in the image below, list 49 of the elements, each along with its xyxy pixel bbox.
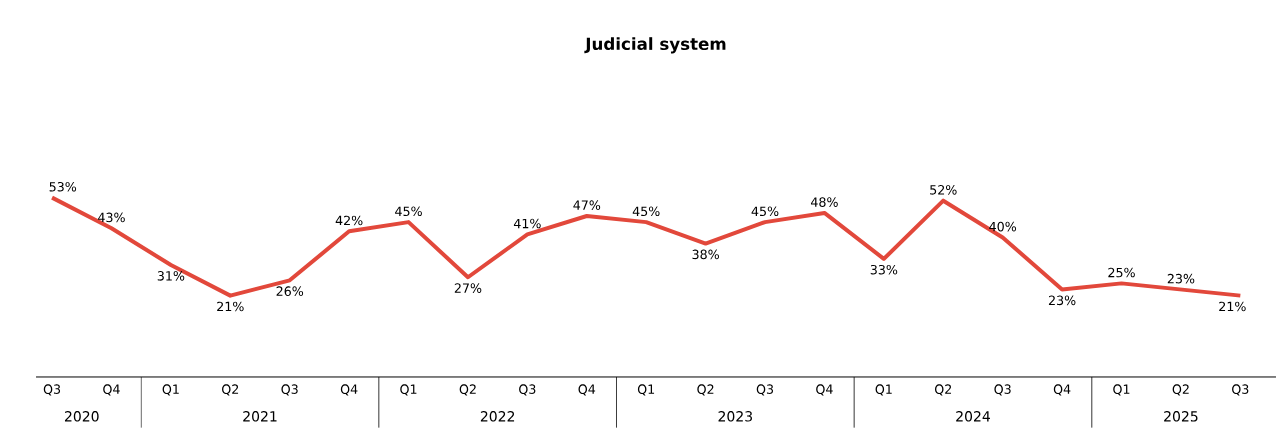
x-tick-label: Q4	[578, 384, 596, 396]
data-label: 41%	[513, 218, 541, 229]
x-tick-label: Q2	[222, 384, 239, 396]
text: 2020	[64, 411, 99, 422]
data-label: 23%	[1167, 273, 1195, 284]
x-tick-label: Q3	[43, 384, 61, 396]
data-label: 42%	[335, 215, 363, 226]
data-label: 40%	[989, 221, 1017, 232]
data-label: 43%	[98, 212, 125, 223]
data-label: 45%	[395, 206, 422, 217]
data-label: 23%	[1048, 295, 1076, 306]
x-tick-label: Q3	[994, 384, 1011, 396]
x-tick-label: Q2	[1172, 384, 1189, 396]
chart-title: Judicial system	[584, 37, 726, 54]
data-label: 21%	[1219, 301, 1246, 312]
data-label: 21%	[217, 301, 244, 312]
x-tick-label: Q4	[816, 384, 833, 396]
text: 2022	[480, 411, 515, 422]
data-label: 38%	[692, 249, 719, 260]
text: 2021	[243, 411, 277, 422]
x-tick-label: Q3	[519, 384, 536, 396]
x-tick-label: Q1	[1113, 384, 1130, 396]
x-tick-label: Q2	[459, 384, 476, 396]
text: 2025	[1164, 411, 1198, 422]
data-label: 47%	[573, 200, 601, 210]
data-label: 27%	[454, 283, 482, 293]
data-label: 33%	[870, 264, 898, 275]
data-label: 53%	[49, 181, 77, 192]
text: 2023	[718, 411, 752, 422]
x-tick-label: Q2	[697, 384, 714, 396]
data-label: 45%	[632, 206, 660, 217]
x-tick-label: Q3	[281, 384, 298, 396]
x-tick-label: Q2	[934, 384, 952, 396]
x-tick-label: Q1	[162, 384, 179, 396]
x-tick-label: Q3	[756, 384, 774, 396]
data-label: 48%	[811, 197, 838, 207]
x-tick-label: Q4	[340, 384, 358, 396]
data-label: 45%	[751, 206, 779, 217]
x-tick-label: Q4	[1053, 384, 1071, 396]
data-label: 26%	[276, 286, 304, 296]
x-tick-label: Q1	[875, 384, 892, 396]
data-label: 52%	[930, 185, 957, 195]
x-tick-label: Q3	[1232, 384, 1249, 396]
text: 2024	[956, 411, 990, 422]
x-tick-label: Q1	[400, 384, 417, 396]
data-label: 25%	[1108, 267, 1135, 278]
x-tick-label: Q4	[103, 384, 120, 396]
data-label: 31%	[157, 271, 185, 281]
x-tick-label: Q1	[637, 384, 655, 396]
